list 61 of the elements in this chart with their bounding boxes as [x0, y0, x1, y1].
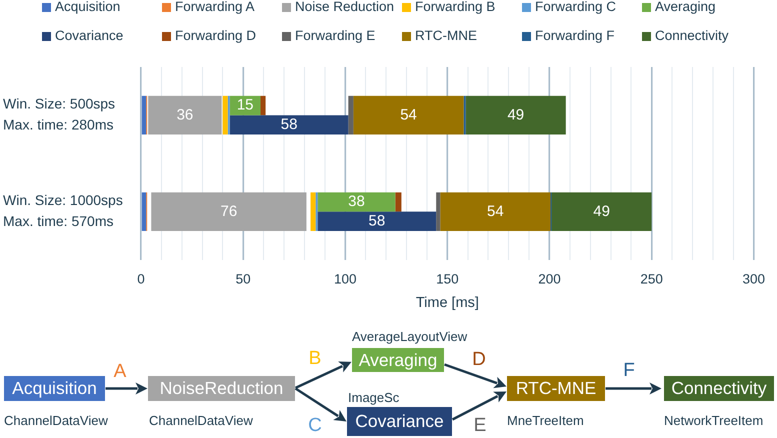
x-tick-label: 0	[137, 272, 145, 287]
x-axis-title: Time [ms]	[416, 294, 479, 311]
legend-label: Acquisition	[55, 0, 120, 15]
text: MneTreeItem	[507, 413, 584, 429]
y-tick-label: Win. Size: 1000sps Max. time: 570ms	[3, 192, 123, 230]
bar	[318, 212, 436, 231]
bar	[260, 96, 266, 116]
bar	[142, 96, 146, 135]
text: ChannelDataView	[149, 413, 253, 429]
data-label: 76	[220, 202, 238, 220]
data-label: 49	[593, 202, 610, 220]
data-label: 38	[348, 193, 365, 210]
legend-label: Averaging	[655, 0, 716, 15]
bar	[353, 96, 464, 135]
bar	[318, 192, 396, 212]
bar	[552, 192, 652, 231]
data-label: 58	[280, 116, 298, 134]
legend-label: Forwarding D	[175, 28, 256, 44]
legend-label: Connectivity	[655, 28, 729, 44]
legend-label: Forwarding A	[175, 0, 255, 15]
bar	[436, 192, 440, 231]
bar	[142, 192, 146, 231]
text: B	[308, 348, 322, 370]
data-label: 58	[368, 212, 386, 230]
data-label: 15	[236, 96, 254, 114]
x-tick-label: 100	[334, 272, 357, 287]
data-label: 54	[400, 106, 417, 124]
text: ImageSc	[348, 390, 400, 406]
bar	[230, 115, 348, 135]
text: ChannelDataView	[4, 413, 108, 429]
text: AverageLayoutView	[352, 329, 468, 345]
bar	[466, 96, 566, 135]
text: F	[623, 360, 635, 382]
legend-label: Forwarding C	[535, 0, 616, 15]
x-tick-label: 150	[436, 272, 459, 287]
legend-label: Noise Reduction	[295, 0, 394, 15]
data-label: 36	[176, 106, 194, 124]
x-tick-label: 200	[538, 272, 561, 287]
text: D	[472, 349, 486, 371]
bar	[348, 96, 354, 135]
bar	[151, 192, 306, 231]
legend-label: Forwarding F	[535, 28, 615, 44]
x-tick-label: 300	[742, 272, 766, 287]
bar	[440, 192, 551, 231]
text: A	[114, 361, 126, 383]
legend-label: RTC-MNE	[415, 28, 477, 44]
text: NetworkTreeItem	[664, 413, 764, 429]
bar	[310, 192, 316, 231]
x-tick-label: 50	[236, 272, 251, 287]
legend-label: Covariance	[55, 28, 124, 44]
bar	[222, 96, 228, 135]
bar	[395, 192, 402, 212]
data-label: 54	[487, 202, 504, 220]
bar	[148, 96, 222, 135]
x-tick-label: 250	[640, 272, 663, 287]
text: C	[308, 415, 322, 437]
legend-label: Forwarding E	[295, 28, 376, 44]
legend-label: Forwarding B	[415, 0, 496, 15]
data-label: 49	[507, 106, 524, 124]
y-tick-label: Win. Size: 500sps Max. time: 280ms	[3, 96, 116, 133]
text: E	[474, 415, 486, 437]
